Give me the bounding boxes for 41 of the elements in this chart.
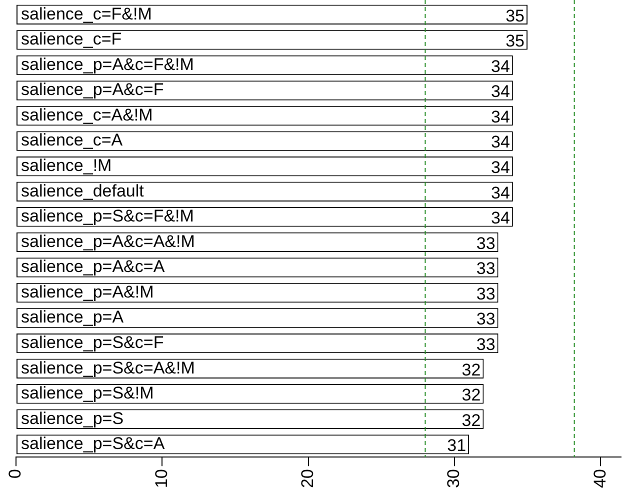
data-label: 32	[462, 410, 481, 430]
x-tick-label: 30	[444, 469, 464, 488]
data-label: 34	[490, 56, 510, 76]
y-tick-label: salience_c=A&!M	[21, 105, 153, 124]
data-label: 33	[476, 335, 496, 354]
data-label: 35	[506, 6, 525, 26]
y-tick-label: salience_default	[21, 181, 144, 200]
data-label: 34	[490, 158, 510, 178]
data-label: 33	[476, 234, 496, 253]
y-tick-label: salience_p=A&c=F	[21, 80, 164, 100]
y-tick-label: salience_c=A	[21, 130, 124, 150]
data-label: 34	[490, 107, 510, 126]
data-label: 32	[462, 360, 481, 380]
y-tick-label: salience_p=S&c=F&!M	[21, 206, 194, 226]
y-tick-label: salience_c=F	[21, 30, 122, 49]
x-tick-label: 10	[152, 469, 171, 488]
y-tick-label: salience_p=A&c=F&!M	[21, 54, 194, 74]
y-tick-label: salience_p=S&c=A	[21, 434, 166, 454]
data-label: 33	[476, 284, 496, 304]
y-tick-label: salience_p=S	[21, 408, 124, 428]
y-tick-label: salience_!M	[21, 156, 112, 176]
y-tick-label: salience_p=S&!M	[21, 384, 154, 403]
y-tick-label: salience_c=F&!M	[21, 4, 152, 24]
x-tick-label: 20	[298, 469, 317, 488]
y-tick-label: salience_p=S&c=F	[21, 333, 164, 352]
y-tick-label: salience_p=A&c=A&!M	[21, 232, 195, 251]
x-tick-label: 0	[6, 469, 25, 479]
x-tick-label: 40	[590, 469, 610, 488]
y-tick-label: salience_p=A&c=A	[21, 257, 166, 276]
data-label: 34	[490, 132, 510, 152]
data-label: 35	[506, 32, 525, 51]
y-tick-label: salience_p=A	[21, 308, 124, 327]
data-label: 34	[490, 183, 510, 202]
y-tick-label: salience_p=A&!M	[21, 282, 154, 302]
data-label: 34	[490, 208, 510, 228]
data-label: 33	[476, 310, 496, 329]
data-label: 32	[462, 386, 481, 405]
data-label: 33	[476, 259, 496, 278]
data-label: 31	[447, 436, 466, 456]
data-label: 34	[490, 82, 510, 102]
y-tick-label: salience_p=S&c=A&!M	[21, 358, 195, 378]
